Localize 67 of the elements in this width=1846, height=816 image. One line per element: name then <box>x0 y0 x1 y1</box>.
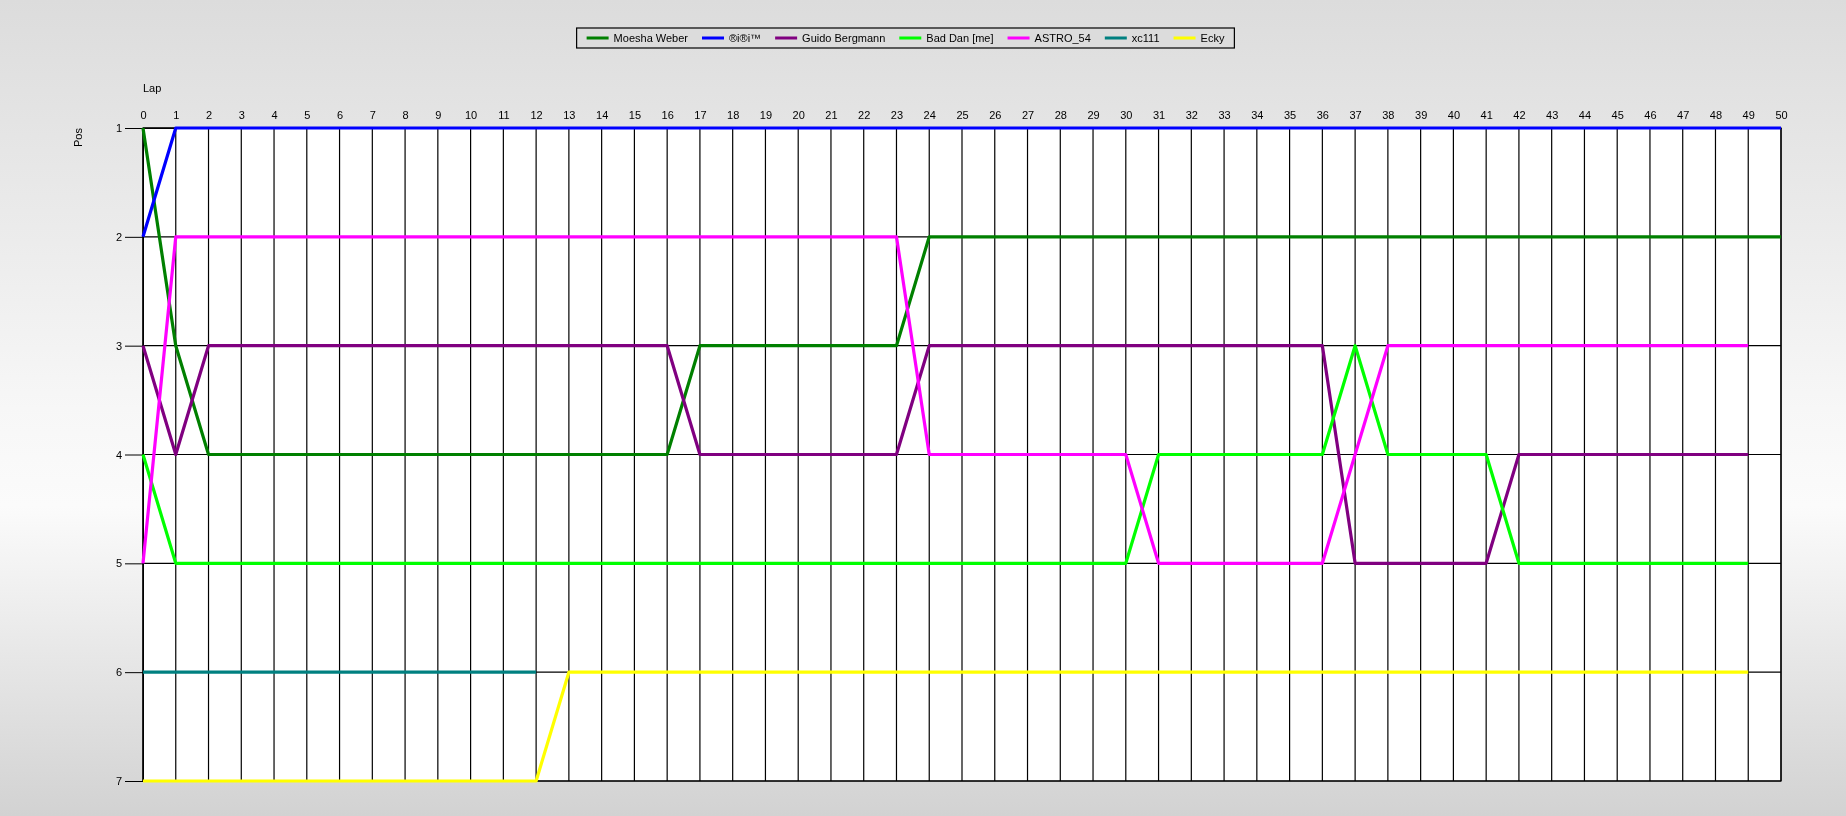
x-tick-label: 34 <box>1251 109 1264 121</box>
x-tick-label: 11 <box>498 109 510 121</box>
x-tick-label: 18 <box>727 109 740 121</box>
legend-label: xc111 <box>1131 31 1160 44</box>
x-tick-label: 12 <box>530 109 543 121</box>
x-tick-label: 40 <box>1447 109 1461 121</box>
x-tick-label: 27 <box>1021 109 1035 121</box>
x-tick-label: 45 <box>1611 109 1624 121</box>
x-tick-label: 48 <box>1709 109 1723 121</box>
x-tick-label: 43 <box>1546 109 1559 121</box>
x-tick-label: 38 <box>1382 109 1395 121</box>
x-tick-label: 46 <box>1644 109 1657 121</box>
x-tick-label: 23 <box>890 109 904 121</box>
x-tick-label: 42 <box>1513 109 1526 121</box>
x-tick-label: 32 <box>1185 109 1198 121</box>
x-tick-label: 33 <box>1218 109 1231 121</box>
x-tick-label: 10 <box>464 109 478 121</box>
y-axis-title: Pos <box>72 127 84 147</box>
y-tick-label: 5 <box>115 557 122 570</box>
y-tick-label: 1 <box>115 122 122 135</box>
x-tick-label: 17 <box>694 109 707 121</box>
legend-label: Ecky <box>1200 31 1225 44</box>
x-tick-label: 39 <box>1415 109 1428 121</box>
x-tick-label: 15 <box>628 109 642 121</box>
x-tick-label: 41 <box>1480 109 1493 121</box>
x-tick-label: 47 <box>1677 109 1690 121</box>
x-tick-label: 28 <box>1054 109 1067 121</box>
legend-label: Guido Bergmann <box>802 31 886 44</box>
x-tick-label: 22 <box>858 109 871 121</box>
x-tick-label: 21 <box>825 109 838 121</box>
x-tick-label: 36 <box>1316 109 1329 121</box>
x-tick-label: 14 <box>596 109 609 121</box>
y-tick-label: 3 <box>115 339 122 352</box>
x-tick-label: 50 <box>1775 109 1788 121</box>
legend-label: Bad Dan [me] <box>926 31 994 44</box>
x-tick-label: 26 <box>989 109 1002 121</box>
y-tick-label: 4 <box>115 448 122 461</box>
x-tick-label: 31 <box>1152 109 1166 121</box>
x-tick-label: 24 <box>923 109 936 121</box>
x-tick-label: 2 <box>205 109 213 121</box>
x-tick-label: 16 <box>661 109 674 121</box>
legend-label: ASTRO_54 <box>1034 31 1091 44</box>
x-tick-label: 6 <box>337 109 344 121</box>
x-tick-label: 35 <box>1283 109 1297 121</box>
x-tick-label: 49 <box>1742 109 1755 121</box>
x-tick-label: 19 <box>759 109 773 121</box>
x-tick-label: 30 <box>1120 109 1133 121</box>
x-tick-label: 1 <box>173 109 180 121</box>
y-tick-label: 2 <box>115 230 122 243</box>
x-tick-label: 7 <box>369 109 376 121</box>
y-tick-label: 6 <box>115 666 122 679</box>
x-tick-label: 37 <box>1349 109 1362 121</box>
x-tick-label: 0 <box>140 109 147 121</box>
legend-label: ®i®i™ <box>729 31 762 44</box>
legend-label: Moesha Weber <box>613 31 689 44</box>
x-tick-label: 3 <box>238 109 245 121</box>
x-tick-label: 25 <box>956 109 969 121</box>
x-tick-label: 8 <box>402 109 409 121</box>
x-tick-label: 5 <box>304 109 311 121</box>
x-tick-label: 44 <box>1578 109 1592 121</box>
x-axis-title: Lap <box>143 82 162 94</box>
x-tick-label: 29 <box>1087 109 1100 121</box>
y-tick-label: 7 <box>115 775 122 788</box>
x-tick-label: 20 <box>792 109 805 121</box>
x-tick-label: 9 <box>435 109 442 121</box>
x-tick-label: 13 <box>563 109 576 121</box>
x-tick-label: 4 <box>271 109 278 121</box>
